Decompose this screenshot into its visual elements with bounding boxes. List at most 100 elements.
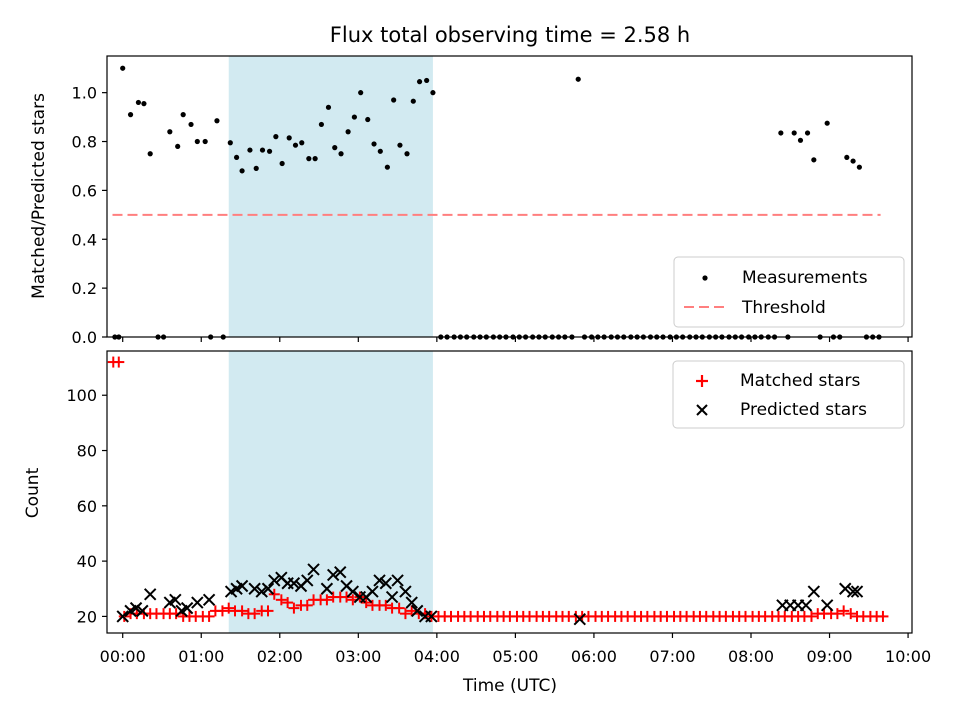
predicted-point [820,599,834,612]
x-axis-label: Time (UTC) [462,676,557,696]
matched-point [268,588,280,600]
predicted-point [385,590,399,604]
measurement-point [844,154,850,161]
legend-label-measurements: Measurements [742,268,868,288]
measurement-point [850,158,856,164]
predicted-point [202,593,216,607]
predicted-point [268,574,281,587]
x-tick-label: 05:00 [492,647,538,666]
measurement-point [410,98,416,104]
x-tick-label: 03:00 [335,647,381,666]
measurement-point [141,101,147,107]
measurement-point [167,129,173,135]
predicted-point [320,582,334,595]
x-tick-label: 06:00 [571,647,617,666]
count-points [107,356,889,626]
measurement-point [266,148,273,154]
predicted-point [143,588,157,601]
matched-point [275,594,287,606]
predicted-point [373,574,386,587]
y-tick-label: 0.8 [72,133,97,152]
matched-point [262,605,274,617]
measurement-point [180,112,186,118]
y-tick-label: 100 [66,386,97,405]
measurement-point [147,151,153,157]
bottom-y-axis-label: Count [23,467,43,518]
measurement-point [286,135,292,141]
matched-point [380,599,392,611]
matched-point [399,608,411,620]
bottom-shaded-region [228,351,433,633]
predicted-point [191,596,204,609]
bottom-legend: Matched stars Predicted stars [672,360,905,429]
measurement-point [351,114,357,120]
predicted-point [799,599,813,612]
y-tick-label: 60 [77,497,97,516]
measurement-point [811,157,817,163]
measurement-point [824,120,830,126]
chart-title: Flux total observing time = 2.58 h [330,23,690,47]
predicted-point [839,582,852,595]
legend-label-matched: Matched stars [740,371,860,391]
measurement-point [120,65,126,71]
measurement-point [416,79,423,85]
measurement-point [424,77,430,84]
predicted-point [405,596,418,609]
measurement-point [365,116,371,123]
measurement-point [253,165,259,171]
matched-point [216,605,228,617]
legend-marker-matched [696,375,708,387]
top-shaded-region [228,56,433,337]
predicted-point [573,612,586,626]
measurement-point [312,156,318,162]
measurement-point [791,130,797,136]
matched-point [877,610,889,622]
measurement-point [247,147,253,153]
measurement-point [318,121,325,128]
matched-point [118,610,130,622]
y-tick-label: 0.4 [72,230,97,249]
measurement-point [856,164,862,170]
measurement-point [299,140,305,146]
y-tick-label: 0.0 [72,328,97,347]
measurement-point [239,168,245,174]
legend-marker-measurements [702,275,708,281]
top-panel: 0.0 0.2 0.4 0.6 0.8 1.0 Matched/Predicted sta… [29,55,913,347]
predicted-point [116,610,129,623]
x-tick-label: 09:00 [806,647,852,666]
predicted-point [235,579,249,593]
predicted-point [180,601,194,615]
top-legend-box [673,256,905,328]
measurement-point [358,90,364,96]
measurement-point [332,145,338,151]
measurement-point [397,142,403,148]
x-tick-label: 08:00 [728,647,774,666]
bottom-legend-box [672,360,905,429]
predicted-point [326,568,340,582]
measurement-point [391,97,397,103]
predicted-point [366,585,379,598]
predicted-point [334,565,347,579]
legend-label-threshold: Threshold [741,298,826,318]
predicted-point [425,610,438,623]
measurement-point [135,99,142,106]
predicted-point [346,585,360,598]
matched-point [831,608,843,620]
top-y-ticks: 0.0 0.2 0.4 0.6 0.8 1.0 [72,84,107,347]
measurement-point [404,151,410,157]
y-tick-label: 1.0 [72,84,97,103]
x-tick-label: 00:00 [100,647,146,666]
measurement-point [214,118,220,124]
bottom-x-ticks: 00:00 01:00 02:00 03:00 04:00 05:00 06:00 07:00… [100,633,931,666]
x-tick-label: 04:00 [414,647,460,666]
bottom-plot-frame [106,350,913,634]
measurement-point [377,148,383,154]
measurement-point [127,112,134,118]
measurement-point [233,154,240,161]
x-tick-label: 01:00 [178,647,224,666]
predicted-point [301,574,314,587]
matched-point [282,597,294,609]
matched-point [288,602,300,614]
measurement-point [430,90,436,96]
measurement-point [338,151,344,157]
